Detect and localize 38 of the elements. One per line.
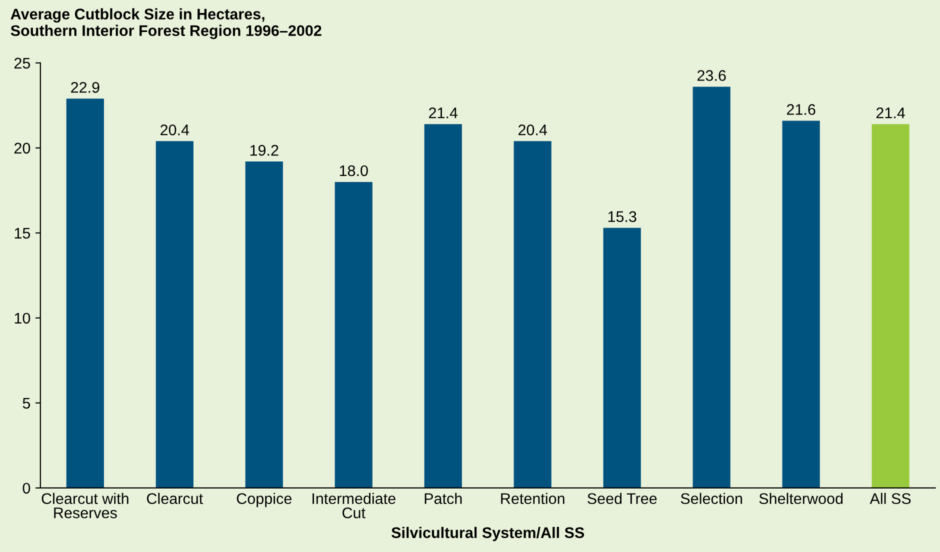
x-tick-label: Clearcut [146, 492, 203, 504]
x-tick-label: Selection [680, 492, 742, 504]
data-label: 19.2 [250, 144, 278, 156]
data-label: 21.4 [429, 108, 458, 118]
bar [424, 124, 462, 488]
bar [692, 86, 730, 488]
data-label: 20.4 [160, 124, 190, 136]
bar [245, 162, 283, 488]
bar [782, 120, 820, 488]
bar [156, 141, 194, 488]
y-tick-label: 10 [14, 312, 30, 324]
x-tick-label: Patch [424, 492, 462, 504]
data-label: 21.6 [786, 104, 816, 115]
bar [872, 124, 910, 488]
data-label: 22.9 [71, 82, 100, 93]
bar [334, 182, 372, 488]
data-label: 18.0 [340, 165, 368, 176]
data-label: 15.3 [608, 211, 636, 222]
y-tick-label: 25 [14, 58, 30, 69]
x-tick-label: Intermediate Cut [312, 492, 396, 518]
chart-title: Average Cutblock Size in Hectares, Southern Interior Forest Region 1996–2002 [10, 8, 322, 40]
x-tick-label: Seed Tree [588, 492, 657, 504]
data-label: 21.4 [876, 108, 905, 118]
data-label: 20.4 [518, 124, 548, 136]
x-tick-label: Coppice [236, 492, 292, 508]
bar [66, 98, 104, 488]
y-tick-label: 15 [14, 228, 30, 239]
x-tick-label: Clearcut with Reserves [42, 492, 128, 518]
y-tick-label: 5 [22, 398, 30, 409]
y-tick-label: 20 [14, 142, 30, 154]
data-label: 23.6 [697, 70, 726, 81]
x-axis-title: Silvicultural System/All SS [392, 526, 584, 542]
x-tick-label: All SS [870, 492, 911, 504]
y-tick-label: 0 [22, 482, 30, 494]
x-tick-label: Retention [501, 492, 564, 504]
x-tick-label: Shelterwood [759, 492, 843, 504]
bar [603, 228, 641, 488]
bar [514, 141, 552, 488]
